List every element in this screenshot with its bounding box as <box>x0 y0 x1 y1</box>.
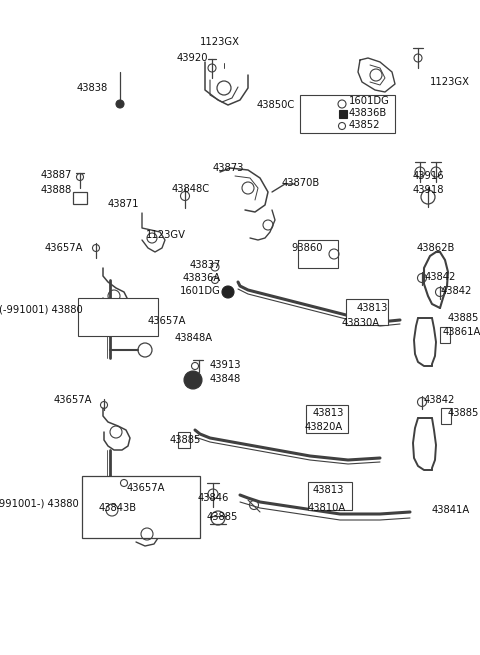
Text: 43657A: 43657A <box>148 316 187 326</box>
Text: 43846: 43846 <box>197 493 228 503</box>
Bar <box>308 482 352 510</box>
Bar <box>339 110 347 118</box>
Text: 43888: 43888 <box>41 185 72 195</box>
Bar <box>440 327 450 343</box>
Text: 43837: 43837 <box>190 260 221 270</box>
Bar <box>306 405 348 433</box>
Text: 43836B: 43836B <box>349 108 387 118</box>
Text: 1123GX: 1123GX <box>200 37 240 47</box>
Text: 43836A: 43836A <box>183 273 221 283</box>
Text: 43913: 43913 <box>210 360 241 370</box>
Text: 43813: 43813 <box>313 408 344 418</box>
Text: 43885: 43885 <box>448 313 480 323</box>
Bar <box>300 95 395 133</box>
Text: 1123GV: 1123GV <box>146 230 186 240</box>
Text: 43657A: 43657A <box>53 395 92 405</box>
Text: 43861A: 43861A <box>443 327 480 337</box>
Text: 43838: 43838 <box>77 83 108 93</box>
Text: 43810A: 43810A <box>308 503 346 513</box>
Text: 43885: 43885 <box>169 435 201 445</box>
Bar <box>178 432 190 448</box>
Text: 43850C: 43850C <box>257 100 295 110</box>
Text: (-991001) 43880: (-991001) 43880 <box>0 305 83 315</box>
Text: 43916: 43916 <box>413 171 444 181</box>
Bar <box>346 299 388 325</box>
Bar <box>78 298 158 336</box>
Text: 43842: 43842 <box>424 395 456 405</box>
Text: 43842: 43842 <box>441 286 472 296</box>
Bar <box>441 408 451 424</box>
Text: 43842: 43842 <box>425 272 456 282</box>
Text: 43852: 43852 <box>349 120 381 130</box>
Text: 43848C: 43848C <box>172 184 210 194</box>
Circle shape <box>222 286 234 298</box>
Text: 43841A: 43841A <box>432 505 470 515</box>
Bar <box>82 476 200 538</box>
Text: 43843B: 43843B <box>99 503 137 513</box>
Text: 43918: 43918 <box>413 185 444 195</box>
Text: 43830A: 43830A <box>342 318 380 328</box>
Bar <box>298 240 338 268</box>
Text: 43848: 43848 <box>210 374 241 384</box>
Text: 43873: 43873 <box>212 163 244 173</box>
Text: 43820A: 43820A <box>305 422 343 432</box>
Text: 43657A: 43657A <box>127 483 165 493</box>
Text: 43813: 43813 <box>313 485 344 495</box>
Text: 1601DG: 1601DG <box>349 96 390 106</box>
Text: 43885: 43885 <box>448 408 480 418</box>
Bar <box>73 192 87 204</box>
Circle shape <box>116 100 124 108</box>
Text: 43887: 43887 <box>41 170 72 180</box>
Text: 43848A: 43848A <box>175 333 213 343</box>
Text: (991001-) 43880: (991001-) 43880 <box>0 498 79 508</box>
Circle shape <box>184 371 202 389</box>
Text: 43885: 43885 <box>206 512 238 522</box>
Text: 43657A: 43657A <box>45 243 83 253</box>
Text: 43870B: 43870B <box>282 178 320 188</box>
Text: 43871: 43871 <box>108 199 139 209</box>
Text: 1123GX: 1123GX <box>430 77 470 87</box>
Text: 93860: 93860 <box>291 243 323 253</box>
Text: 1601DG: 1601DG <box>180 286 221 296</box>
Text: 43862B: 43862B <box>417 243 455 253</box>
Text: 43813: 43813 <box>357 303 388 313</box>
Text: 43920: 43920 <box>177 53 208 63</box>
